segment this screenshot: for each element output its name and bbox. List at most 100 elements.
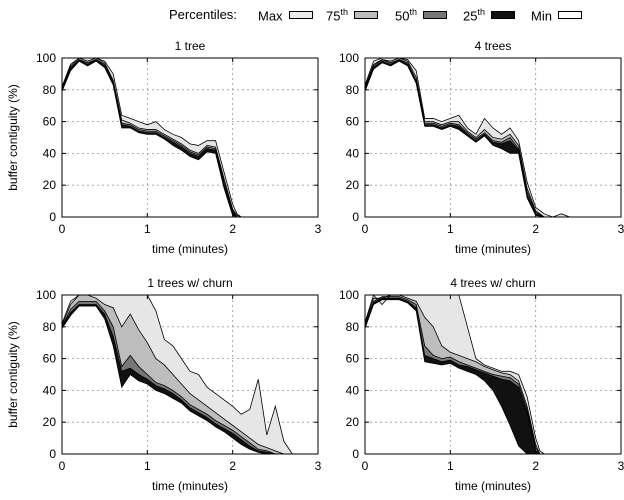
legend-item-25th: 25th	[463, 7, 515, 23]
legend-label: 25th	[463, 6, 485, 24]
legend-swatch-75th	[353, 11, 378, 19]
legend-swatch-max	[288, 11, 313, 19]
y-tick-label: 20	[346, 415, 360, 429]
x-tick-label: 3	[315, 459, 322, 473]
band-75th-50th	[365, 58, 570, 217]
y-axis-label: buffer contiguity (%)	[6, 84, 20, 191]
chart-panel-1: 0 1 2 3 0 20 40 60 80 100 1 tree time (minutes) buff…	[6, 39, 322, 256]
x-tick-label: 2	[229, 222, 236, 236]
y-tick-label: 0	[352, 210, 359, 224]
y-tick-label: 60	[346, 352, 360, 366]
y-tick-label: 40	[43, 146, 57, 160]
band-25th-min	[365, 298, 545, 454]
x-tick-label: 3	[315, 222, 322, 236]
band-25th-min	[365, 59, 570, 218]
line-75th	[61, 57, 250, 218]
legend-label: Min	[531, 8, 552, 24]
legend-item-75th: 75th	[326, 7, 378, 23]
plot-frame	[61, 294, 319, 455]
line-25th	[61, 304, 293, 455]
band-25th-min	[62, 59, 250, 218]
x-axis-label: time (minutes)	[455, 242, 531, 256]
line-75th	[364, 57, 570, 218]
x-tick-label: 0	[362, 222, 369, 236]
chart-title: 1 trees w/ churn	[147, 276, 232, 290]
y-tick-label: 60	[43, 352, 57, 366]
y-tick-label: 20	[43, 415, 57, 429]
y-tick-label: 60	[43, 115, 57, 129]
line-max	[61, 57, 250, 218]
chart-panel-4: 0 1 2 3 0 20 40 60 80 100 4 trees w/ churn time (mi…	[339, 276, 624, 493]
plot-frame	[364, 57, 622, 218]
x-axis-label: time (minutes)	[455, 479, 531, 493]
y-tick-label: 40	[346, 383, 360, 397]
y-tick-label: 60	[346, 115, 360, 129]
legend-label: 50th	[395, 6, 417, 24]
line-min	[364, 299, 545, 455]
band-max-75th	[62, 58, 250, 217]
legend-item-max: Max	[258, 7, 313, 23]
legend-label: 75th	[326, 6, 348, 24]
y-tick-label: 40	[43, 383, 57, 397]
x-tick-label: 1	[144, 459, 151, 473]
y-tick-label: 80	[43, 83, 57, 97]
x-tick-label: 0	[362, 459, 369, 473]
chart-panel-2: 0 1 2 3 0 20 40 60 80 100 4 trees time (minutes)	[339, 39, 624, 256]
plot-frame	[61, 57, 319, 218]
line-min	[61, 305, 293, 455]
line-50th	[364, 296, 545, 455]
chart-title: 1 tree	[175, 39, 206, 53]
x-axis-label: time (minutes)	[152, 479, 228, 493]
x-tick-label: 1	[144, 222, 151, 236]
x-tick-label: 2	[532, 222, 539, 236]
legend-swatch-min	[557, 11, 582, 19]
legend-item-50th: 50th	[395, 7, 447, 23]
y-tick-label: 40	[346, 146, 360, 160]
y-tick-label: 100	[36, 288, 56, 302]
y-tick-label: 0	[352, 447, 359, 461]
x-tick-label: 0	[59, 222, 66, 236]
y-tick-label: 80	[346, 320, 360, 334]
line-25th	[364, 297, 545, 455]
x-tick-label: 3	[618, 459, 624, 473]
x-axis-label: time (minutes)	[152, 242, 228, 256]
legend-label: Max	[258, 8, 283, 24]
line-25th	[61, 59, 250, 218]
line-50th	[61, 59, 250, 218]
y-axis-label: buffer contiguity (%)	[6, 321, 20, 428]
y-tick-label: 20	[346, 178, 360, 192]
line-50th	[61, 300, 293, 455]
band-50th-25th	[62, 59, 250, 218]
legend: Percentiles: Max 75th 50th 25th Min	[0, 4, 624, 26]
y-tick-label: 80	[43, 320, 57, 334]
line-max	[364, 57, 570, 218]
x-tick-label: 1	[447, 222, 454, 236]
y-tick-label: 0	[49, 447, 56, 461]
x-tick-label: 0	[59, 459, 66, 473]
chart-title: 4 trees w/ churn	[450, 276, 535, 290]
band-max-75th	[365, 58, 570, 217]
legend-swatch-25th	[490, 11, 515, 19]
y-tick-label: 100	[339, 288, 359, 302]
band-max-75th	[365, 295, 545, 454]
line-min	[364, 60, 570, 218]
line-25th	[364, 59, 570, 218]
y-tick-label: 80	[346, 83, 360, 97]
band-75th-50th	[62, 58, 250, 217]
y-tick-label: 0	[49, 210, 56, 224]
band-75th-50th	[62, 295, 293, 454]
legend-swatch-50th	[422, 11, 447, 19]
x-tick-label: 2	[532, 459, 539, 473]
y-tick-label: 100	[36, 51, 56, 65]
legend-title: Percentiles:	[169, 7, 237, 22]
chart-title: 4 trees	[475, 39, 512, 53]
band-max-75th	[62, 295, 293, 454]
band-50th-25th	[365, 59, 570, 218]
line-min	[61, 60, 250, 218]
x-tick-label: 1	[447, 459, 454, 473]
x-tick-label: 2	[229, 459, 236, 473]
legend-item-min: Min	[531, 7, 582, 23]
line-75th	[61, 294, 293, 455]
plot-frame	[364, 294, 622, 455]
